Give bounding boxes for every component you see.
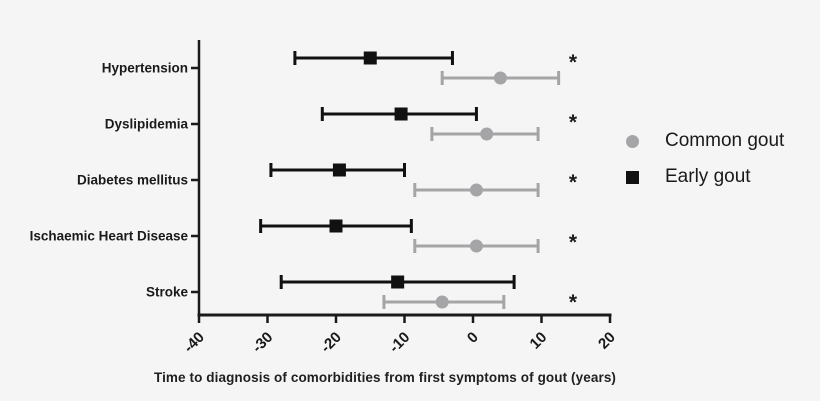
significance-asterisk-ischaemic-heart-disease: * [569, 231, 578, 254]
errorbar-common-gout-stroke [382, 295, 506, 309]
significance-asterisk-diabetes-mellitus: * [569, 171, 578, 194]
circle-marker [469, 239, 483, 253]
errorbar-common-gout-dyslipidemia [430, 127, 540, 141]
square-marker [329, 219, 343, 233]
x-tick-label: 20 [595, 329, 619, 353]
category-label-dyslipidemia: Dyslipidemia [105, 117, 189, 132]
early-gout-square-icon [626, 170, 639, 184]
square-marker [394, 107, 408, 121]
legend-label-early-gout: Early gout [665, 166, 751, 187]
legend-item-common-gout: Common gout [626, 123, 784, 159]
common-gout-circle-icon [626, 134, 639, 148]
significance-asterisk-stroke: * [569, 291, 578, 314]
x-tick-label: -10 [386, 329, 413, 356]
x-tick-label: -40 [180, 329, 207, 356]
circle-marker [480, 127, 494, 141]
legend-label-common-gout: Common gout [665, 130, 785, 151]
legend: Common gout Early gout [626, 123, 784, 195]
square-marker [391, 275, 405, 289]
errorbar-common-gout-hypertension [440, 71, 561, 85]
errorbar-early-gout-dyslipidemia [320, 107, 478, 121]
legend-item-early-gout: Early gout [626, 159, 784, 195]
category-label-ischaemic-heart-disease: Ischaemic Heart Disease [30, 229, 189, 244]
x-tick-label: 10 [527, 329, 551, 353]
circle-marker [435, 295, 449, 309]
square-marker [363, 51, 377, 65]
category-label-hypertension: Hypertension [102, 61, 188, 76]
square-marker [332, 163, 346, 177]
category-label-stroke: Stroke [146, 285, 189, 300]
circle-marker [493, 71, 507, 85]
circle-marker [469, 183, 483, 197]
category-label-diabetes-mellitus: Diabetes mellitus [77, 173, 188, 188]
x-axis-title: Time to diagnosis of comorbidities from … [153, 370, 617, 385]
significance-asterisk-hypertension: * [569, 51, 578, 74]
errorbar-common-gout-ischaemic-heart-disease [413, 239, 540, 253]
x-tick-label: 0 [464, 329, 482, 347]
x-tick-label: -30 [249, 329, 276, 356]
significance-asterisk-dyslipidemia: * [569, 111, 578, 134]
errorbar-early-gout-ischaemic-heart-disease [259, 219, 413, 233]
errorbar-early-gout-stroke [279, 275, 516, 289]
errorbar-early-gout-diabetes-mellitus [269, 163, 406, 177]
errorbar-common-gout-diabetes-mellitus [413, 183, 540, 197]
x-tick-label: -20 [317, 329, 344, 356]
errorbar-early-gout-hypertension [293, 51, 454, 65]
